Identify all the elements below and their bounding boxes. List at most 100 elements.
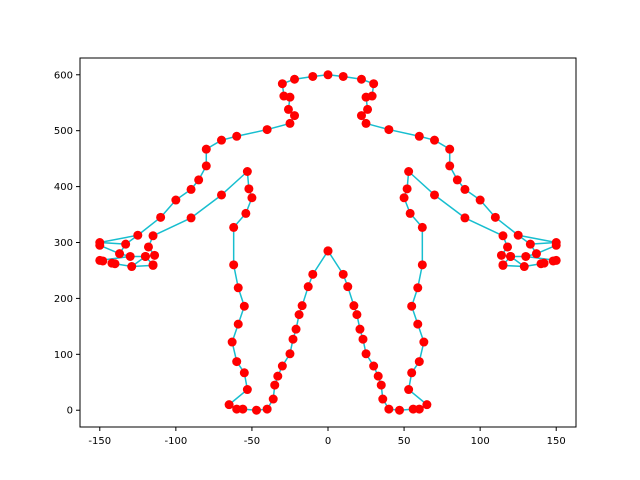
data-point [156, 212, 166, 222]
data-point [352, 310, 362, 320]
data-point [95, 238, 105, 247]
data-point [277, 79, 287, 89]
data-point [232, 131, 242, 141]
data-point [239, 301, 249, 311]
data-point [232, 404, 242, 414]
data-point [277, 361, 287, 371]
data-point [363, 104, 373, 114]
data-point [475, 195, 485, 205]
y-tick-label: 600 [54, 70, 73, 81]
data-point [110, 259, 120, 269]
data-point [548, 256, 558, 266]
y-tick-label: 400 [54, 182, 73, 193]
data-point [407, 301, 417, 311]
data-point [361, 118, 371, 128]
y-tick-label: 200 [54, 294, 73, 305]
data-point [498, 260, 508, 270]
data-point [262, 404, 272, 414]
data-point [308, 269, 318, 279]
data-point [506, 251, 516, 261]
data-point [404, 166, 414, 176]
data-point [216, 190, 226, 200]
data-point [551, 238, 561, 247]
x-tick-label: -100 [165, 436, 188, 447]
data-point [125, 251, 135, 261]
data-point [525, 239, 535, 249]
y-tick-label: 500 [54, 126, 73, 137]
data-point [140, 251, 150, 261]
data-point [358, 334, 368, 344]
y-tick-label: 300 [54, 238, 73, 249]
data-point [285, 118, 295, 128]
data-point [251, 405, 261, 415]
data-point [521, 251, 531, 261]
data-point [241, 208, 251, 218]
data-point [361, 349, 371, 359]
data-point [430, 135, 440, 145]
data-point [356, 111, 366, 121]
data-point [201, 161, 211, 171]
data-point [283, 104, 293, 114]
plot-layer [95, 70, 561, 415]
data-point [308, 71, 318, 81]
data-point [229, 260, 239, 270]
data-point [303, 282, 313, 292]
x-tick-label: 50 [398, 436, 411, 447]
data-point [262, 125, 272, 135]
data-point [373, 371, 383, 381]
data-point [232, 357, 242, 367]
data-point [460, 184, 470, 194]
data-point [408, 404, 418, 414]
data-point [407, 368, 417, 378]
data-point [242, 166, 252, 176]
data-point [288, 334, 298, 344]
data-point [201, 144, 211, 154]
data-point [414, 357, 424, 367]
data-point [186, 184, 196, 194]
data-point [290, 74, 300, 84]
data-point [224, 400, 234, 410]
data-point [417, 260, 427, 270]
data-point [498, 231, 508, 241]
data-point [531, 249, 541, 259]
data-point [323, 70, 333, 80]
data-point [404, 385, 414, 395]
axis-layer: -150 -100 -50 0 50 100 150 0 100 200 300 400 500 600 [54, 70, 566, 447]
data-point [369, 361, 379, 371]
data-point [242, 385, 252, 395]
data-point [405, 208, 415, 218]
data-point [323, 246, 333, 256]
data-point [519, 262, 529, 272]
data-point [186, 213, 196, 223]
data-point [355, 324, 365, 334]
data-point [290, 111, 300, 121]
data-point [148, 260, 158, 270]
x-tick-label: -50 [244, 436, 260, 447]
data-point [399, 193, 409, 203]
data-point [194, 175, 204, 185]
data-point [291, 324, 301, 334]
data-point [143, 242, 153, 252]
data-point [98, 256, 108, 266]
y-tick-label: 100 [54, 350, 73, 361]
data-point [417, 222, 427, 232]
data-point [536, 259, 546, 269]
data-point [376, 380, 386, 390]
data-point [503, 242, 513, 252]
data-point [413, 319, 423, 329]
data-point [496, 250, 506, 260]
data-point [273, 371, 283, 381]
data-point [343, 282, 353, 292]
data-point [369, 79, 379, 89]
data-point [349, 301, 359, 311]
data-point [414, 131, 424, 141]
data-point [490, 212, 500, 222]
data-point [150, 250, 160, 260]
data-point [402, 184, 412, 194]
data-point [294, 310, 304, 320]
data-point [227, 337, 237, 347]
data-point [148, 231, 158, 241]
data-point [430, 190, 440, 200]
data-point [216, 135, 226, 145]
